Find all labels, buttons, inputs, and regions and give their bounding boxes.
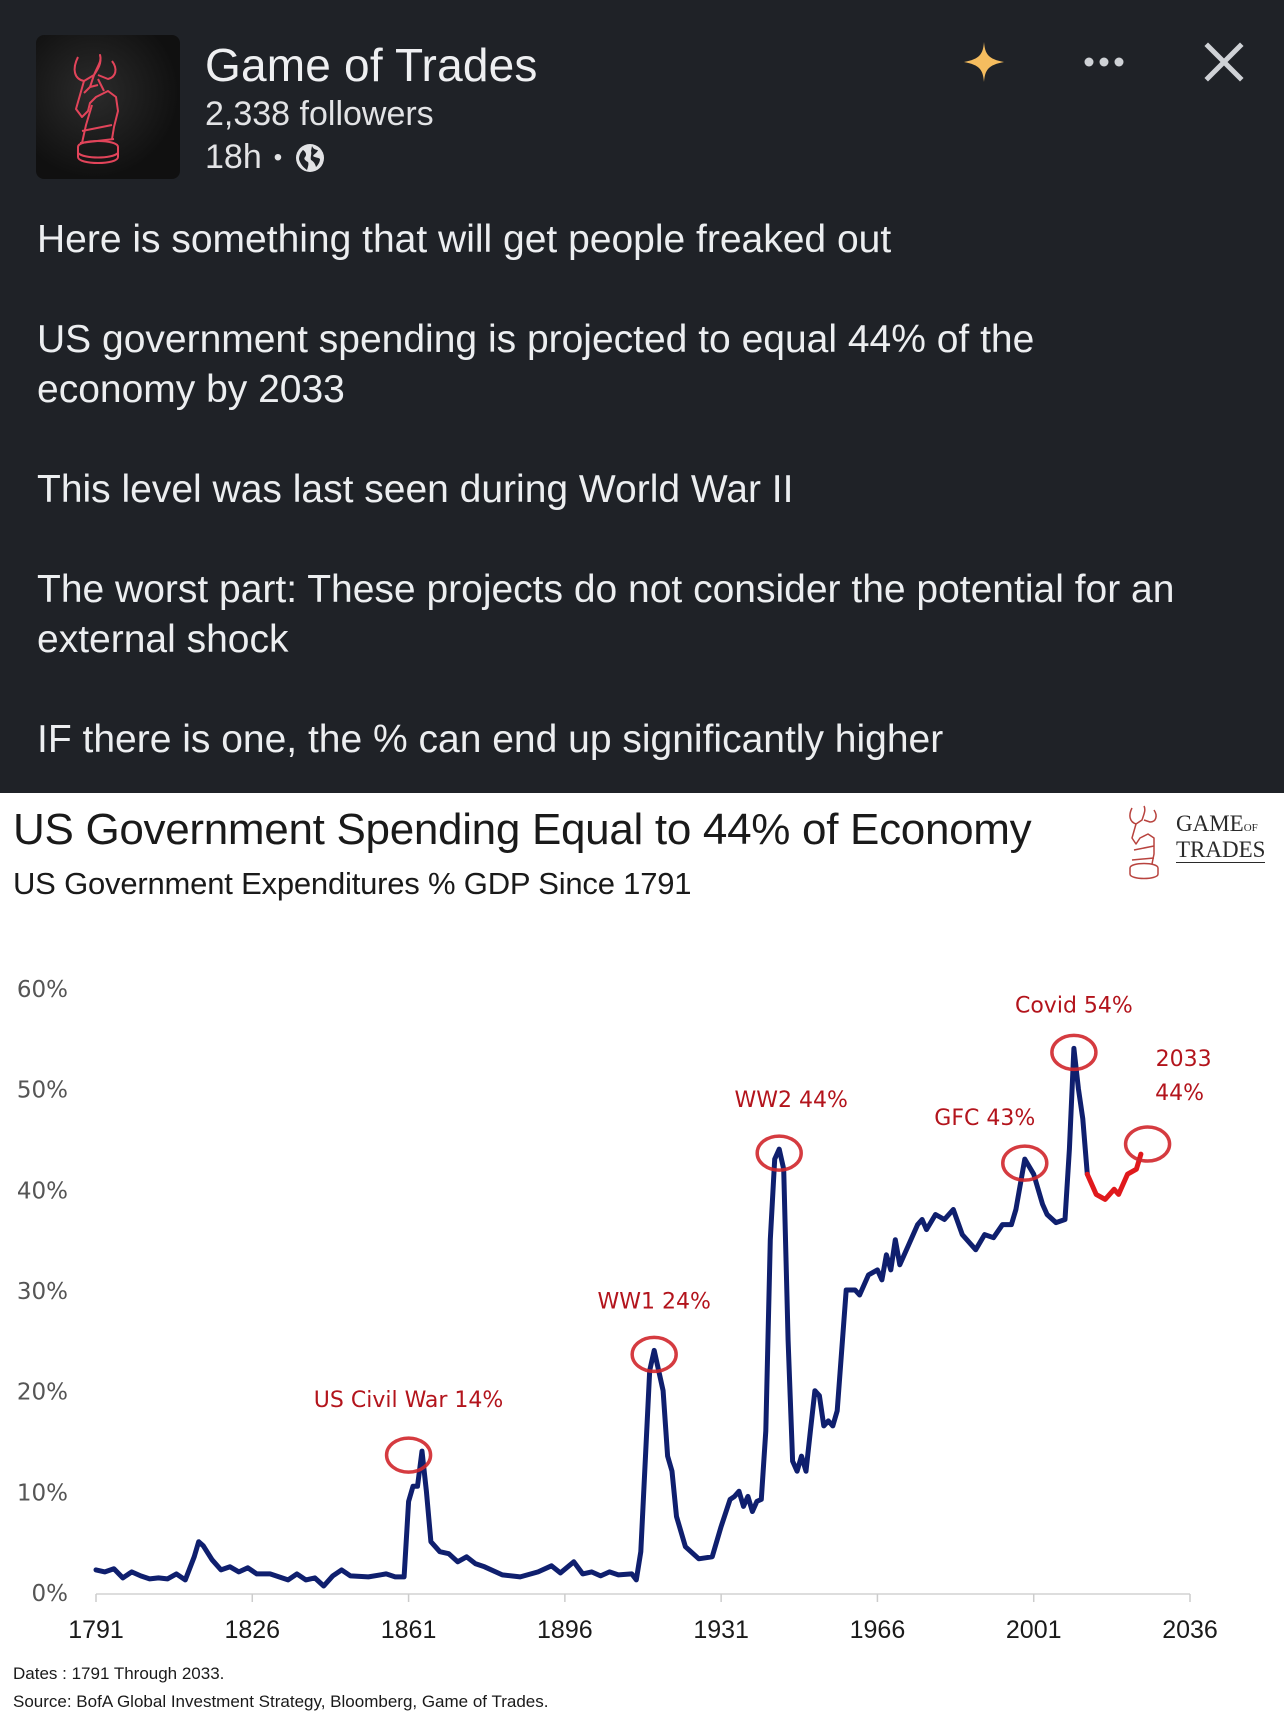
series-line-historical [93,1045,1090,1589]
post-paragraph: Here is something that will get people f… [37,218,892,261]
meta-separator: • [273,143,283,171]
annotation-circle [630,1335,678,1374]
post-meta: 18h • [205,138,326,177]
annotation-circle [755,1134,803,1172]
line-chart: 0% 10% 20% 30% 40% 50% 60% 1791 1826 1861 1896 193… [17,977,1218,1644]
post-paragraph: The worst part: These projects do not co… [37,568,1175,661]
chart-title: US Government Spending Equal to 44% of E… [13,805,1032,854]
series-line-projection [1084,1151,1144,1202]
y-tick-label: 30% [17,1279,68,1305]
author-avatar[interactable] [36,35,180,179]
chart-annotations: US Civil War 14% WW1 24% WW2 44% GFC 43% Cov… [314,993,1212,1474]
bull-chess-knight-logo-icon [73,54,119,164]
annotation-label: WW1 24% [597,1289,710,1314]
brand-line-2: TRADES [1176,837,1266,863]
y-tick-label: 60% [17,977,68,1003]
chart-source-note: Source: BofA Global Investment Strategy,… [13,1692,549,1711]
post-time: 18h [205,138,262,176]
ai-sparkle-button[interactable] [952,30,1016,94]
annotation-circle [1050,1033,1098,1072]
y-tick-label: 10% [17,1480,68,1506]
post-paragraph: US government spending is projected to e… [37,318,1035,411]
annotation-label: 44% [1155,1081,1204,1106]
close-icon [1204,42,1244,82]
annotation-label: US Civil War 14% [314,1388,504,1413]
x-tick-label: 2001 [1006,1616,1062,1644]
chart-series [93,1045,1144,1589]
brand-line-1-small: OF [1243,822,1258,834]
post-paragraph: This level was last seen during World Wa… [37,468,794,511]
brand-line-1: GAME [1176,811,1244,836]
y-tick-label: 0% [32,1581,69,1607]
annotation-circle [1001,1144,1049,1182]
y-tick-label: 40% [17,1178,68,1204]
annotation-circle [384,1436,433,1474]
author-name[interactable]: Game of Trades [205,39,538,91]
x-axis: 1791 1826 1861 1896 1931 1966 2001 2036 [68,1593,1218,1644]
x-tick-label: 1861 [381,1616,437,1644]
annotation-label: WW2 44% [734,1088,847,1113]
chart-subtitle: US Government Expenditures % GDP Since 1… [13,866,692,901]
x-tick-label: 1791 [68,1616,124,1644]
y-axis-ticks: 0% 10% 20% 30% 40% 50% 60% [17,977,68,1607]
sparkle-icon [964,42,1004,82]
x-tick-label: 2036 [1162,1616,1218,1644]
y-tick-label: 50% [17,1078,68,1104]
close-button[interactable] [1192,30,1256,94]
more-horizontal-icon [1084,57,1124,67]
post-header: Game of Trades 2,338 followers 18h • [0,0,1284,200]
more-options-button[interactable] [1072,30,1136,94]
x-tick-label: 1931 [693,1616,749,1644]
annotation-circle [1123,1125,1172,1163]
brand-wordmark: GAMEOF TRADES [1176,811,1266,863]
y-tick-label: 20% [17,1380,68,1406]
x-tick-label: 1826 [224,1616,280,1644]
annotation-label: Covid 54% [1015,993,1133,1018]
chart-image[interactable]: US Government Spending Equal to 44% of E… [0,793,1284,1721]
annotation-label: GFC 43% [934,1106,1035,1131]
globe-icon [296,143,325,172]
post-paragraph: IF there is one, the % can end up signif… [37,718,944,761]
game-of-trades-brand-logo-icon [1129,805,1159,880]
post-text: Here is something that will get people f… [37,215,1257,815]
x-tick-label: 1966 [850,1616,906,1644]
annotation-label: 2033 [1156,1047,1212,1072]
x-tick-label: 1896 [537,1616,593,1644]
follower-count: 2,338 followers [205,95,434,133]
chart-dates-note: Dates : 1791 Through 2033. [13,1664,225,1683]
